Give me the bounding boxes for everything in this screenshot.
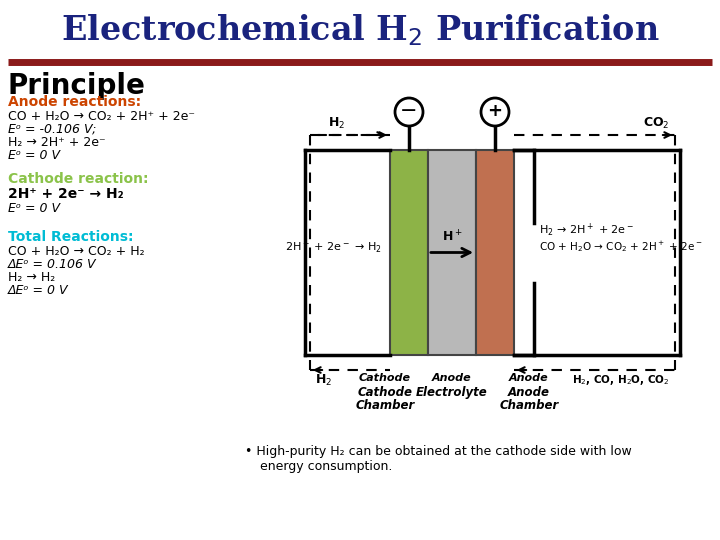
- Text: H$_2$: H$_2$: [328, 116, 345, 131]
- Text: 2H$^+$ + 2e$^-$ → H$_2$: 2H$^+$ + 2e$^-$ → H$_2$: [285, 239, 382, 256]
- Text: Electrolyte: Electrolyte: [416, 386, 488, 399]
- Text: H₂ → 2H⁺ + 2e⁻: H₂ → 2H⁺ + 2e⁻: [8, 136, 106, 149]
- Text: Anode reactions:: Anode reactions:: [8, 95, 141, 109]
- Text: Eᵒ = 0 V: Eᵒ = 0 V: [8, 202, 60, 215]
- Text: Eᵒ = 0 V: Eᵒ = 0 V: [8, 149, 60, 162]
- Circle shape: [395, 98, 423, 126]
- Text: Cathode reaction:: Cathode reaction:: [8, 172, 148, 186]
- Text: CO + H₂O → CO₂ + 2H⁺ + 2e⁻: CO + H₂O → CO₂ + 2H⁺ + 2e⁻: [8, 110, 195, 123]
- Text: Anode: Anode: [432, 373, 472, 383]
- Text: −: −: [400, 101, 418, 121]
- Text: ΔEᵒ = 0 V: ΔEᵒ = 0 V: [8, 284, 68, 297]
- Text: +: +: [487, 102, 503, 120]
- Text: H$^+$: H$^+$: [441, 229, 462, 245]
- Text: energy consumption.: energy consumption.: [260, 460, 392, 473]
- Text: Total Reactions:: Total Reactions:: [8, 230, 133, 244]
- Text: Eᵒ = -0.106 V;: Eᵒ = -0.106 V;: [8, 123, 96, 136]
- Text: H$_2$: H$_2$: [315, 373, 332, 388]
- Text: Anode: Anode: [508, 386, 550, 399]
- Text: Cathode: Cathode: [358, 386, 413, 399]
- Text: Principle: Principle: [8, 72, 146, 100]
- Text: H₂ → H₂: H₂ → H₂: [8, 271, 55, 284]
- Text: CO + H₂O → CO₂ + H₂: CO + H₂O → CO₂ + H₂: [8, 245, 145, 258]
- Text: CO$_2$: CO$_2$: [644, 116, 670, 131]
- Text: Electrochemical H$_2$ Purification: Electrochemical H$_2$ Purification: [60, 12, 660, 48]
- Text: Cathode: Cathode: [359, 373, 411, 383]
- Text: • High-purity H₂ can be obtained at the cathode side with low: • High-purity H₂ can be obtained at the …: [245, 445, 631, 458]
- Bar: [476, 150, 514, 355]
- Circle shape: [481, 98, 509, 126]
- Text: CO + H$_2$O → CO$_2$ + 2H$^+$ + 2e$^-$: CO + H$_2$O → CO$_2$ + 2H$^+$ + 2e$^-$: [539, 239, 703, 254]
- Text: H$_2$ → 2H$^+$ + 2e$^-$: H$_2$ → 2H$^+$ + 2e$^-$: [539, 222, 634, 239]
- Text: Chamber: Chamber: [500, 399, 559, 412]
- Text: 2H⁺ + 2e⁻ → H₂: 2H⁺ + 2e⁻ → H₂: [8, 187, 124, 201]
- Text: Chamber: Chamber: [356, 399, 415, 412]
- Text: Anode: Anode: [509, 373, 549, 383]
- Bar: [428, 150, 476, 355]
- Bar: [390, 150, 428, 355]
- Text: H$_2$, CO, H$_2$O, CO$_2$: H$_2$, CO, H$_2$O, CO$_2$: [572, 373, 670, 387]
- Text: ΔEᵒ = 0.106 V: ΔEᵒ = 0.106 V: [8, 258, 96, 271]
